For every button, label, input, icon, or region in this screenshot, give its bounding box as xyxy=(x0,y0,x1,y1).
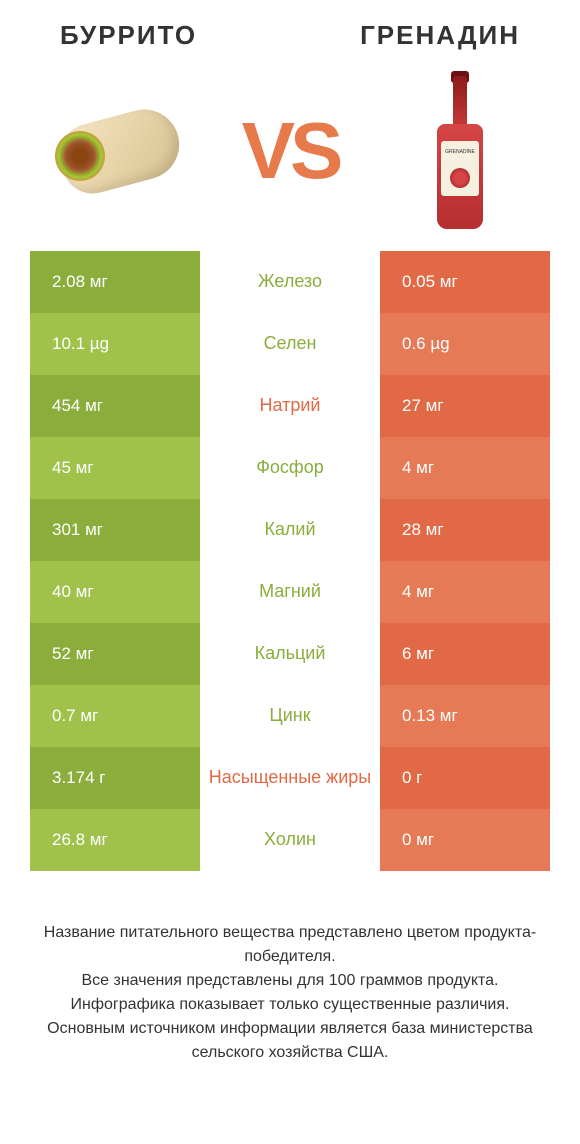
left-value: 10.1 µg xyxy=(30,313,200,375)
left-value: 45 мг xyxy=(30,437,200,499)
table-row: 10.1 µgСелен0.6 µg xyxy=(30,313,550,375)
nutrient-name: Калий xyxy=(200,499,380,561)
table-row: 52 мгКальций6 мг xyxy=(30,623,550,685)
images-row: VS GRENADINE xyxy=(30,61,550,251)
nutrient-name: Селен xyxy=(200,313,380,375)
nutrient-name: Натрий xyxy=(200,375,380,437)
footer-line-1: Название питательного вещества представл… xyxy=(40,921,540,969)
footer-line-3: Инфографика показывает только существенн… xyxy=(40,993,540,1017)
right-value: 0.05 мг xyxy=(380,251,550,313)
right-value: 0 мг xyxy=(380,809,550,871)
table-row: 301 мгКалий28 мг xyxy=(30,499,550,561)
left-value: 52 мг xyxy=(30,623,200,685)
right-product-title: ГРЕНАДИН xyxy=(360,20,520,51)
right-value: 27 мг xyxy=(380,375,550,437)
nutrient-name: Фосфор xyxy=(200,437,380,499)
vs-label: VS xyxy=(242,105,339,197)
nutrient-name: Насыщенные жиры xyxy=(200,747,380,809)
footer-line-2: Все значения представлены для 100 граммо… xyxy=(40,969,540,993)
left-product-title: БУРРИТО xyxy=(60,20,197,51)
burrito-image xyxy=(50,91,190,211)
left-value: 301 мг xyxy=(30,499,200,561)
right-value: 0.6 µg xyxy=(380,313,550,375)
table-row: 454 мгНатрий27 мг xyxy=(30,375,550,437)
table-row: 40 мгМагний4 мг xyxy=(30,561,550,623)
footer-line-4: Основным источником информации является … xyxy=(40,1017,540,1065)
table-row: 0.7 мгЦинк0.13 мг xyxy=(30,685,550,747)
right-value: 0 г xyxy=(380,747,550,809)
table-row: 2.08 мгЖелезо0.05 мг xyxy=(30,251,550,313)
table-row: 45 мгФосфор4 мг xyxy=(30,437,550,499)
right-value: 0.13 мг xyxy=(380,685,550,747)
right-value: 6 мг xyxy=(380,623,550,685)
left-value: 26.8 мг xyxy=(30,809,200,871)
table-row: 26.8 мгХолин0 мг xyxy=(30,809,550,871)
header: БУРРИТО ГРЕНАДИН xyxy=(30,20,550,61)
comparison-table: 2.08 мгЖелезо0.05 мг10.1 µgСелен0.6 µg45… xyxy=(30,251,550,871)
left-value: 2.08 мг xyxy=(30,251,200,313)
left-value: 40 мг xyxy=(30,561,200,623)
left-value: 3.174 г xyxy=(30,747,200,809)
left-value: 0.7 мг xyxy=(30,685,200,747)
table-row: 3.174 гНасыщенные жиры0 г xyxy=(30,747,550,809)
grenadine-bottle-image: GRENADINE xyxy=(390,91,530,211)
left-value: 454 мг xyxy=(30,375,200,437)
right-value: 28 мг xyxy=(380,499,550,561)
nutrient-name: Железо xyxy=(200,251,380,313)
nutrient-name: Магний xyxy=(200,561,380,623)
right-value: 4 мг xyxy=(380,437,550,499)
nutrient-name: Цинк xyxy=(200,685,380,747)
nutrient-name: Холин xyxy=(200,809,380,871)
nutrient-name: Кальций xyxy=(200,623,380,685)
footer-notes: Название питательного вещества представл… xyxy=(30,871,550,1065)
right-value: 4 мг xyxy=(380,561,550,623)
